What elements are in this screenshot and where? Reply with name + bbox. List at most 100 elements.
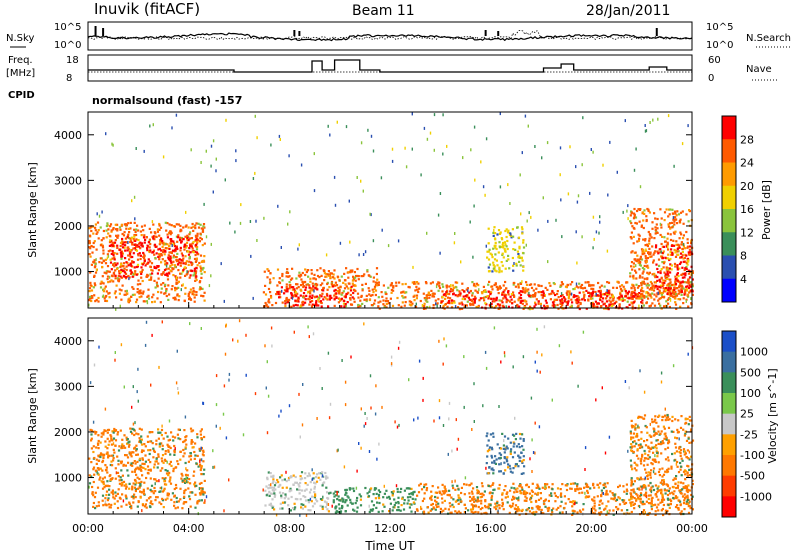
data-cell <box>507 466 509 468</box>
data-cell <box>679 220 681 222</box>
data-cell <box>683 234 685 236</box>
data-cell <box>674 297 676 299</box>
data-cell <box>570 283 572 285</box>
data-cell <box>630 505 632 507</box>
data-cell <box>189 231 191 233</box>
data-cell <box>466 484 468 486</box>
data-cell <box>494 237 496 239</box>
data-cell <box>371 500 373 502</box>
noise-right-tick-low: 10^0 <box>706 40 733 51</box>
data-cell <box>480 502 482 504</box>
data-cell <box>173 255 175 257</box>
data-cell <box>102 460 104 462</box>
data-cell <box>501 499 503 501</box>
data-speckle <box>617 171 618 174</box>
data-cell <box>114 491 116 493</box>
data-cell <box>503 508 505 510</box>
data-cell <box>667 498 669 500</box>
data-cell <box>124 447 126 449</box>
data-speckle <box>367 129 368 132</box>
data-cell <box>511 505 513 507</box>
data-cell <box>631 211 633 213</box>
data-cell <box>179 239 181 241</box>
data-cell <box>150 279 152 281</box>
data-cell <box>410 504 412 506</box>
data-cell <box>667 494 669 496</box>
data-cell <box>149 449 151 451</box>
data-cell <box>309 278 311 280</box>
data-cell <box>130 269 132 271</box>
data-cell <box>382 504 384 506</box>
data-speckle <box>172 244 173 247</box>
data-cell <box>401 504 403 506</box>
data-cell <box>633 242 635 244</box>
data-cell <box>118 488 120 490</box>
data-cell <box>537 485 539 487</box>
data-cell <box>589 487 591 489</box>
data-cell <box>406 487 408 489</box>
data-cell <box>506 460 508 462</box>
data-cell <box>503 448 505 450</box>
data-cell <box>151 272 153 274</box>
data-cell <box>327 289 329 291</box>
data-cell <box>503 444 505 446</box>
data-cell <box>106 225 108 227</box>
data-cell <box>120 251 122 253</box>
data-cell <box>114 258 116 260</box>
data-cell <box>660 452 662 454</box>
data-cell <box>175 484 177 486</box>
data-cell <box>651 236 653 238</box>
data-cell <box>185 263 187 265</box>
data-cell <box>266 304 268 306</box>
data-speckle <box>210 165 211 168</box>
data-cell <box>136 448 138 450</box>
data-cell <box>605 305 607 307</box>
noise-right-tick-high: 10^5 <box>706 22 733 33</box>
data-speckle <box>593 216 594 219</box>
data-cell <box>328 492 330 494</box>
data-cell <box>299 489 301 491</box>
data-cell <box>655 246 657 248</box>
data-cell <box>684 257 686 259</box>
data-speckle <box>234 231 235 234</box>
data-cell <box>120 469 122 471</box>
data-cell <box>139 491 141 493</box>
data-cell <box>109 296 111 298</box>
data-cell <box>349 297 351 299</box>
data-cell <box>302 272 304 274</box>
data-cell <box>325 276 327 278</box>
data-cell <box>308 472 310 474</box>
data-cell <box>102 249 104 251</box>
data-cell <box>290 509 292 511</box>
data-cell <box>332 285 334 287</box>
data-cell <box>505 496 507 498</box>
data-cell <box>663 287 665 289</box>
data-cell <box>680 253 682 255</box>
data-cell <box>442 484 444 486</box>
data-cell <box>515 433 517 435</box>
data-cell <box>118 449 120 451</box>
data-cell <box>333 493 335 495</box>
data-speckle <box>470 221 471 224</box>
data-cell <box>112 496 114 498</box>
data-speckle <box>392 148 393 151</box>
data-cell <box>524 300 526 302</box>
radar-summary-plot: Inuvik (fitACF) Beam 11 28/Jan/2011 N.Sk… <box>0 0 800 554</box>
data-cell <box>679 247 681 249</box>
data-cell <box>194 454 196 456</box>
data-cell <box>169 242 171 244</box>
data-cell <box>106 451 108 453</box>
data-cell <box>500 454 502 456</box>
freq-label-2: [MHz] <box>6 68 35 79</box>
data-speckle <box>638 305 639 308</box>
data-cell <box>109 475 111 477</box>
data-cell <box>171 240 173 242</box>
data-speckle <box>560 146 561 149</box>
data-cell <box>189 291 191 293</box>
data-cell <box>683 499 685 501</box>
data-cell <box>170 262 172 264</box>
data-cell <box>273 277 275 279</box>
data-cell <box>481 507 483 509</box>
data-cell <box>89 296 91 298</box>
data-cell <box>412 498 414 500</box>
